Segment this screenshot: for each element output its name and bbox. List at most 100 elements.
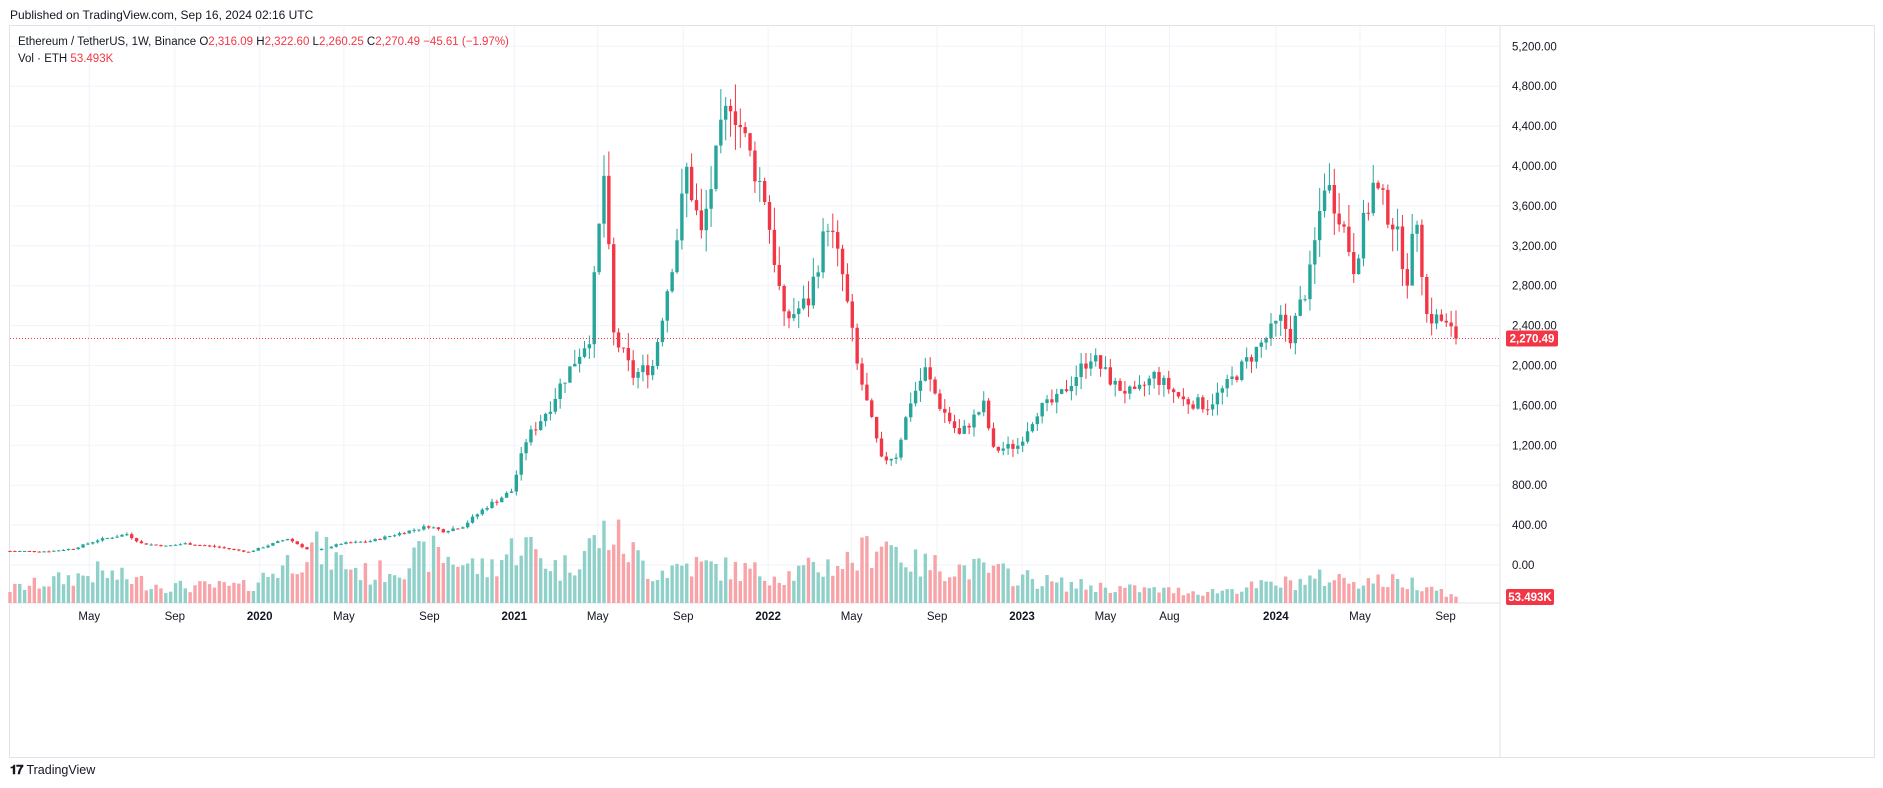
volume-bar <box>130 584 134 603</box>
volume-bar <box>56 572 61 603</box>
change-value: −45.61 (−1.97%) <box>423 36 509 48</box>
candle-body <box>894 457 898 459</box>
candle-body <box>168 545 173 547</box>
candle-body <box>149 544 153 546</box>
volume-bar <box>1132 585 1137 603</box>
volume-bar <box>1020 574 1025 603</box>
volume-bar <box>465 563 470 603</box>
volume-bar <box>1196 594 1200 603</box>
candle-body <box>295 541 299 545</box>
volume-bar <box>1084 589 1088 603</box>
volume-bar <box>422 541 426 603</box>
volume-bar <box>1283 576 1288 603</box>
candle-body <box>1244 357 1249 362</box>
volume-bar <box>723 557 728 603</box>
volume-bar <box>855 570 859 603</box>
candle-body <box>1356 258 1361 275</box>
volume-bar <box>1371 583 1375 603</box>
candle-body <box>889 458 893 461</box>
volume-bar <box>183 588 187 603</box>
volume-bar <box>616 519 621 603</box>
candle-body <box>616 332 621 348</box>
candle-body <box>1074 377 1078 387</box>
candle-body <box>1050 399 1054 403</box>
candle-body <box>52 550 56 552</box>
candle-body <box>704 208 708 231</box>
candle-body <box>56 550 61 552</box>
volume-bar <box>446 556 450 603</box>
volume-bar <box>972 558 976 603</box>
candle-body <box>543 413 548 422</box>
volume-bar <box>977 558 981 603</box>
volume-bar <box>1201 595 1205 603</box>
volume-bar <box>81 575 85 603</box>
candle-body <box>42 551 46 553</box>
volume-bar <box>748 568 752 603</box>
candle-body <box>592 272 596 345</box>
volume-bar <box>850 562 854 603</box>
volume-bar <box>1254 588 1259 603</box>
candle-body <box>1249 357 1254 362</box>
candle-body <box>1205 409 1210 411</box>
volume-bar <box>1157 592 1161 603</box>
volume-bar <box>310 542 314 603</box>
candle-body <box>1264 338 1268 343</box>
candle-body <box>144 543 149 545</box>
volume-bar <box>943 581 947 603</box>
volume-bar <box>587 538 592 603</box>
volume-bar <box>1001 563 1005 603</box>
candle-body <box>1196 397 1200 409</box>
volume-bar <box>1386 587 1390 603</box>
volume-bar <box>290 573 295 603</box>
candle-body <box>694 200 699 211</box>
candle-body <box>1454 326 1458 339</box>
volume-bar <box>436 547 441 603</box>
volume-bar <box>86 575 90 603</box>
volume-bar <box>134 577 139 603</box>
candle-body <box>305 547 309 550</box>
volume-bar <box>261 572 265 603</box>
candle-body <box>1449 322 1453 327</box>
volume-bar <box>227 585 231 603</box>
candle-body <box>689 166 694 201</box>
candle-body <box>1123 390 1127 394</box>
candle-body <box>412 529 416 531</box>
volume-bar <box>1142 587 1147 603</box>
volume-bar <box>315 531 319 603</box>
y-tick-label: 5,200.00 <box>1512 41 1557 53</box>
volume-bar <box>597 548 601 603</box>
volume-bar <box>1123 587 1127 603</box>
volume-bar <box>1288 580 1293 603</box>
volume-bar <box>1030 578 1035 603</box>
candle-body <box>427 526 431 528</box>
volume-bar <box>904 567 908 603</box>
volume-bar <box>1337 573 1341 603</box>
candle-body <box>81 544 85 548</box>
volume-bar <box>709 561 713 603</box>
volume-bar <box>1055 582 1059 603</box>
y-tick-label: 2,800.00 <box>1512 281 1557 293</box>
candle-body <box>874 416 879 439</box>
volume-bar <box>305 562 309 603</box>
volume-bar <box>670 565 674 603</box>
candle-body <box>928 367 932 380</box>
volume-bar <box>538 558 543 603</box>
candle-body <box>806 298 811 306</box>
candle-body <box>285 538 290 541</box>
candle-body <box>728 105 733 112</box>
volume-bar <box>139 575 144 603</box>
candle-body <box>159 545 163 547</box>
candle-body <box>670 272 674 292</box>
volume-bar <box>251 590 256 603</box>
volume-bar <box>222 582 226 603</box>
volume-bar <box>1098 582 1103 603</box>
candle-body <box>383 536 387 540</box>
volume-bar <box>1391 574 1395 603</box>
candle-body <box>130 534 134 539</box>
volume-bar <box>563 555 567 603</box>
candle-body <box>237 549 241 551</box>
volume-bar <box>816 572 820 603</box>
x-tick-label: May <box>587 611 609 623</box>
volume-bar <box>451 564 455 603</box>
